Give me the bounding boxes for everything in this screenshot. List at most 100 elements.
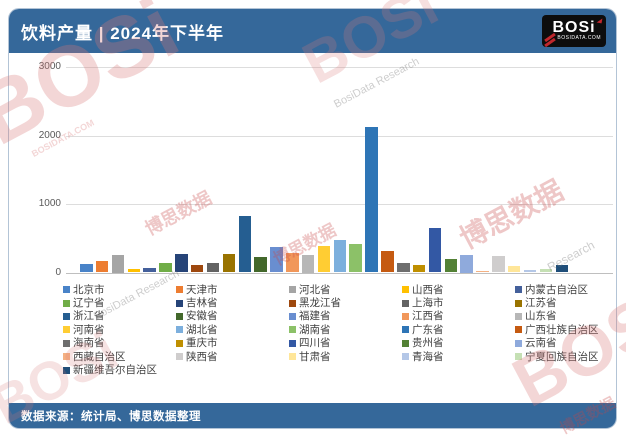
logo-domain-text: BOSIDATA.COM xyxy=(557,35,601,41)
legend-label: 广西壮族自治区 xyxy=(525,323,599,336)
bar-天津市 xyxy=(95,261,109,273)
legend-swatch-icon xyxy=(289,286,296,294)
bar-甘肃省 xyxy=(507,265,521,273)
legend-swatch-icon xyxy=(515,353,522,361)
bar-广东省 xyxy=(365,127,378,273)
legend-item-宁夏回族自治区: 宁夏回族自治区 xyxy=(515,351,615,363)
bar-江西省 xyxy=(286,253,299,273)
logo-triangle-icon xyxy=(596,17,603,24)
legend-item-贵州省: 贵州省 xyxy=(402,337,515,349)
legend-swatch-icon xyxy=(176,299,183,307)
bar-湖北省 xyxy=(333,240,347,273)
legend-label: 安徽省 xyxy=(186,310,218,323)
legend-label: 陕西省 xyxy=(186,350,218,363)
legend-swatch-icon xyxy=(402,339,409,347)
legend-label: 山东省 xyxy=(525,310,557,323)
legend-label: 四川省 xyxy=(299,337,331,350)
legend-swatch-icon xyxy=(402,326,409,334)
legend-item-河南省: 河南省 xyxy=(63,324,176,336)
legend-swatch-icon xyxy=(289,312,296,320)
legend-swatch-icon xyxy=(63,312,70,320)
bar-新疆维吾尔自治区 xyxy=(555,264,568,273)
legend-label: 上海市 xyxy=(412,297,444,310)
legend-item-云南省: 云南省 xyxy=(515,337,615,349)
legend-label: 甘肃省 xyxy=(299,350,331,363)
gridline-2000 xyxy=(66,135,613,137)
legend-label: 山西省 xyxy=(412,283,444,296)
bar-云南省 xyxy=(460,255,473,273)
yaxis-tick-label: 0 xyxy=(55,266,61,278)
bar-山西省 xyxy=(127,268,141,273)
bar-陕西省 xyxy=(492,255,505,273)
legend-swatch-icon xyxy=(63,299,70,307)
legend-label: 宁夏回族自治区 xyxy=(525,350,599,363)
bar-重庆市 xyxy=(412,264,426,273)
legend-item-吉林省: 吉林省 xyxy=(176,297,289,309)
legend-label: 江西省 xyxy=(412,310,444,323)
legend-label: 浙江省 xyxy=(73,310,105,323)
yaxis-tick-label: 2000 xyxy=(38,129,61,141)
card-header: 饮料产量 | 2024年下半年 BOSi BOSIDATA.COM xyxy=(9,9,616,53)
legend-label: 江苏省 xyxy=(525,297,557,310)
legend-label: 重庆市 xyxy=(186,337,218,350)
chart-plot-area: 0 1000 2000 3000 北京市 天津市 河北省 山西省 内蒙古自治区 辽宁省 吉林省 黑龙… xyxy=(9,53,616,406)
legend-swatch-icon xyxy=(63,286,70,294)
legend-label: 河南省 xyxy=(73,323,105,336)
legend-item-内蒙古自治区: 内蒙古自治区 xyxy=(515,284,615,296)
bar-广西壮族自治区 xyxy=(381,250,394,273)
legend-swatch-icon xyxy=(515,326,522,334)
chart-card: 饮料产量 | 2024年下半年 BOSi BOSIDATA.COM 0 1000 2… xyxy=(8,8,617,429)
legend-item-黑龙江省: 黑龙江省 xyxy=(289,297,402,309)
bar-安徽省 xyxy=(254,256,267,273)
legend-label: 湖南省 xyxy=(299,323,331,336)
legend-swatch-icon xyxy=(176,326,183,334)
legend-swatch-icon xyxy=(402,286,409,294)
legend-item-重庆市: 重庆市 xyxy=(176,337,289,349)
legend-swatch-icon xyxy=(289,339,296,347)
legend-swatch-icon xyxy=(402,353,409,361)
legend-item-甘肃省: 甘肃省 xyxy=(289,351,402,363)
bar-吉林省 xyxy=(175,254,188,273)
legend-swatch-icon xyxy=(289,326,296,334)
legend-item-湖北省: 湖北省 xyxy=(176,324,289,336)
gridline-0 xyxy=(66,272,613,274)
legend-item-山西省: 山西省 xyxy=(402,284,515,296)
bar-福建省 xyxy=(270,247,283,273)
legend-label: 新疆维吾尔自治区 xyxy=(73,364,157,377)
legend-swatch-icon xyxy=(63,353,70,361)
legend-label: 青海省 xyxy=(412,350,444,363)
legend-item-广西壮族自治区: 广西壮族自治区 xyxy=(515,324,615,336)
legend-item-上海市: 上海市 xyxy=(402,297,515,309)
bar-北京市 xyxy=(80,263,93,273)
bar-四川省 xyxy=(428,227,442,273)
bar-江苏省 xyxy=(222,254,236,273)
legend-swatch-icon xyxy=(63,366,70,374)
legend-swatch-icon xyxy=(176,339,183,347)
chart-title: 饮料产量 | 2024年下半年 xyxy=(21,23,225,43)
legend-item-四川省: 四川省 xyxy=(289,337,402,349)
legend-swatch-icon xyxy=(63,339,70,347)
legend-swatch-icon xyxy=(515,312,522,320)
legend-label: 黑龙江省 xyxy=(299,297,341,310)
bar-西藏自治区 xyxy=(476,271,489,273)
legend-item-浙江省: 浙江省 xyxy=(63,310,176,322)
legend-label: 贵州省 xyxy=(412,337,444,350)
yaxis-tick-label: 3000 xyxy=(38,61,61,72)
bar-辽宁省 xyxy=(159,262,172,273)
bar-海南省 xyxy=(397,263,410,273)
legend-label: 福建省 xyxy=(299,310,331,323)
legend-swatch-icon xyxy=(289,353,296,361)
legend-item-河北省: 河北省 xyxy=(289,284,402,296)
legend-label: 内蒙古自治区 xyxy=(525,283,588,296)
bar-宁夏回族自治区 xyxy=(539,268,553,273)
gridline-1000 xyxy=(66,204,613,205)
yaxis-tick-label: 1000 xyxy=(38,198,61,209)
legend-swatch-icon xyxy=(515,339,522,347)
legend-label: 天津市 xyxy=(186,283,218,296)
legend-swatch-icon xyxy=(63,326,70,334)
bosi-logo: BOSi BOSIDATA.COM xyxy=(542,15,606,47)
legend-label: 河北省 xyxy=(299,283,331,296)
legend-label: 北京市 xyxy=(73,283,105,296)
legend-item-新疆维吾尔自治区: 新疆维吾尔自治区 xyxy=(63,364,176,376)
legend-swatch-icon xyxy=(402,299,409,307)
